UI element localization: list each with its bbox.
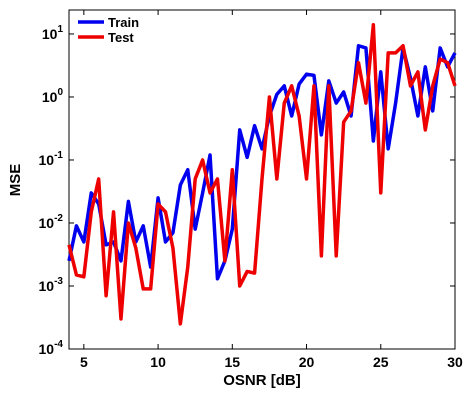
plot-frame [68, 9, 456, 350]
y-tick-label: 10-2 [39, 213, 64, 231]
data-line [67, 43, 457, 281]
x-axis-label: OSNR [dB] [223, 372, 301, 389]
legend-label: Test [108, 30, 134, 45]
y-tick-label: 10-1 [39, 150, 64, 168]
y-tick-label: 10-4 [39, 339, 64, 357]
y-tick-label: 10-3 [39, 276, 64, 294]
x-tick-label: 15 [225, 354, 241, 370]
y-tick-label: 100 [42, 87, 64, 105]
y-tick-label: 101 [42, 24, 64, 42]
x-tick-label: 10 [150, 354, 166, 370]
y-axis-label: MSE [7, 164, 24, 197]
x-tick-label: 20 [299, 354, 315, 370]
x-tick-label: 5 [80, 354, 88, 370]
data-line [67, 22, 457, 326]
x-tick-label: 30 [447, 354, 463, 370]
x-tick-label: 25 [373, 354, 389, 370]
legend-label: Train [108, 15, 139, 30]
